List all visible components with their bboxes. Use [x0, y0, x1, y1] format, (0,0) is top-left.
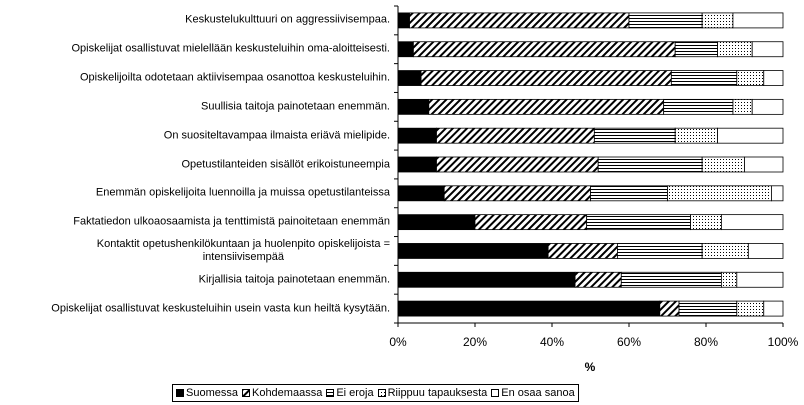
- bar-segment: [397, 271, 576, 288]
- x-tick-label: 20%: [463, 335, 487, 349]
- bar-segment: [701, 243, 749, 259]
- bar-segment: [736, 70, 765, 86]
- category-label: Opiskelijat osallistuvat mielellään kesk…: [71, 42, 390, 55]
- bar-segment: [397, 41, 414, 58]
- legend-item: Ei eroja: [326, 387, 374, 399]
- bar-segment: [620, 271, 722, 288]
- bar-segment: [397, 12, 410, 29]
- legend-label: Kohdemaassa: [251, 387, 323, 399]
- category-label: Enemmän opiskelijoita luennoilla ja muis…: [95, 186, 390, 199]
- bar-segment: [736, 271, 784, 288]
- category-label: Suullisia taitoja painotetaan enemmän.: [201, 100, 390, 113]
- bar-segment: [397, 156, 437, 173]
- legend-swatch-rect: [176, 389, 184, 397]
- legend-swatch: [326, 389, 335, 397]
- bar-segment: [586, 214, 692, 231]
- legend-item: Suomessa: [176, 387, 238, 399]
- bar-segment: [617, 243, 703, 259]
- legend-swatch-rect: [491, 389, 500, 397]
- bar-segment: [409, 12, 630, 29]
- bar-segment: [717, 41, 753, 58]
- x-tick-label: 100%: [768, 335, 799, 349]
- x-tick-label: 40%: [540, 335, 564, 349]
- bar-segment: [717, 127, 784, 144]
- bar-segment: [751, 98, 784, 115]
- x-tick-label: 0%: [389, 335, 407, 349]
- bar-segment: [674, 127, 718, 144]
- x-tick-label: 60%: [617, 335, 641, 349]
- bar-segment: [747, 243, 784, 259]
- category-label: Opiskelijat osallistuvat keskusteluihin …: [51, 302, 390, 315]
- bar-segment: [744, 156, 784, 173]
- bar-segment: [397, 70, 422, 86]
- bar-segment: [593, 127, 676, 144]
- legend-label: En osaa sanoa: [501, 387, 575, 399]
- category-label: Opetustilanteiden sisällöt erikoistuneem…: [181, 158, 390, 170]
- bar-segment: [663, 98, 734, 115]
- bar-segment: [751, 41, 784, 58]
- category-label: Opiskelijoilta odotetaan aktiivisempaa o…: [79, 71, 390, 84]
- legend-swatch: [491, 389, 500, 397]
- category-label: On suositeltavampaa ilmaista eriävä miel…: [163, 129, 390, 142]
- legend-swatch: [241, 389, 250, 397]
- legend-swatch-rect: [377, 389, 386, 397]
- legend-swatch-rect: [241, 389, 250, 397]
- legend-label: Suomessa: [186, 387, 238, 399]
- legend-item: En osaa sanoa: [491, 387, 575, 399]
- category-label: Faktatiedon ulkoaosaamista ja tenttimist…: [73, 215, 390, 228]
- bar-segment: [732, 12, 784, 29]
- legend-swatch-rect: [326, 389, 335, 397]
- bar-segment: [732, 98, 753, 115]
- category-label: Keskustelukulttuuri on aggressiivisempaa…: [185, 13, 390, 26]
- legend-swatch: [377, 389, 386, 397]
- bar-segment: [721, 214, 784, 231]
- legend-label: Riippuu tapauksesta: [387, 387, 488, 399]
- bar-segment: [397, 185, 445, 202]
- bar-segment: [678, 300, 738, 317]
- bar-segment: [420, 70, 672, 86]
- bar-segment: [701, 156, 745, 173]
- x-axis-label: %: [585, 360, 596, 374]
- bar-segment: [590, 185, 668, 202]
- bar-segment: [667, 185, 772, 202]
- bar-segment: [659, 300, 680, 317]
- legend-item: Kohdemaassa: [241, 387, 323, 399]
- bar-segment: [736, 300, 765, 317]
- bar-segment: [670, 70, 738, 86]
- bar-segment: [547, 243, 618, 259]
- x-tick-label: 80%: [694, 335, 718, 349]
- bar-segment: [397, 127, 437, 144]
- legend-swatch: [176, 389, 184, 397]
- bar-segment: [763, 70, 784, 86]
- category-label: Kirjallisia taitoja painotetaan enemmän.: [198, 273, 390, 286]
- bar-segment: [721, 271, 738, 288]
- category-label: Kontaktit opetushenkilökuntaan ja huolen…: [96, 237, 390, 263]
- legend-label: Ei eroja: [336, 387, 374, 399]
- bar-segment: [674, 41, 718, 58]
- bar-segment: [397, 300, 661, 317]
- bar-segment: [771, 185, 784, 202]
- bar-segment: [443, 185, 591, 202]
- bar-segment: [436, 127, 595, 144]
- bar-segment: [574, 271, 622, 288]
- legend: Suomessa Kohdemaassa Ei eroja Riippuu tapau…: [172, 384, 579, 402]
- bar-segment: [397, 243, 549, 259]
- bar-segment: [397, 214, 476, 231]
- bar-segment: [763, 300, 784, 317]
- bar-segment: [428, 98, 665, 115]
- bar-segment: [597, 156, 703, 173]
- bar-segment: [701, 12, 734, 29]
- bar-segment: [628, 12, 703, 29]
- bar-segment: [436, 156, 599, 173]
- bar-segment: [397, 98, 430, 115]
- bar-segment: [474, 214, 588, 231]
- bar-segment: [690, 214, 722, 231]
- legend-item: Riippuu tapauksesta: [377, 387, 488, 399]
- bar-segment: [412, 41, 676, 58]
